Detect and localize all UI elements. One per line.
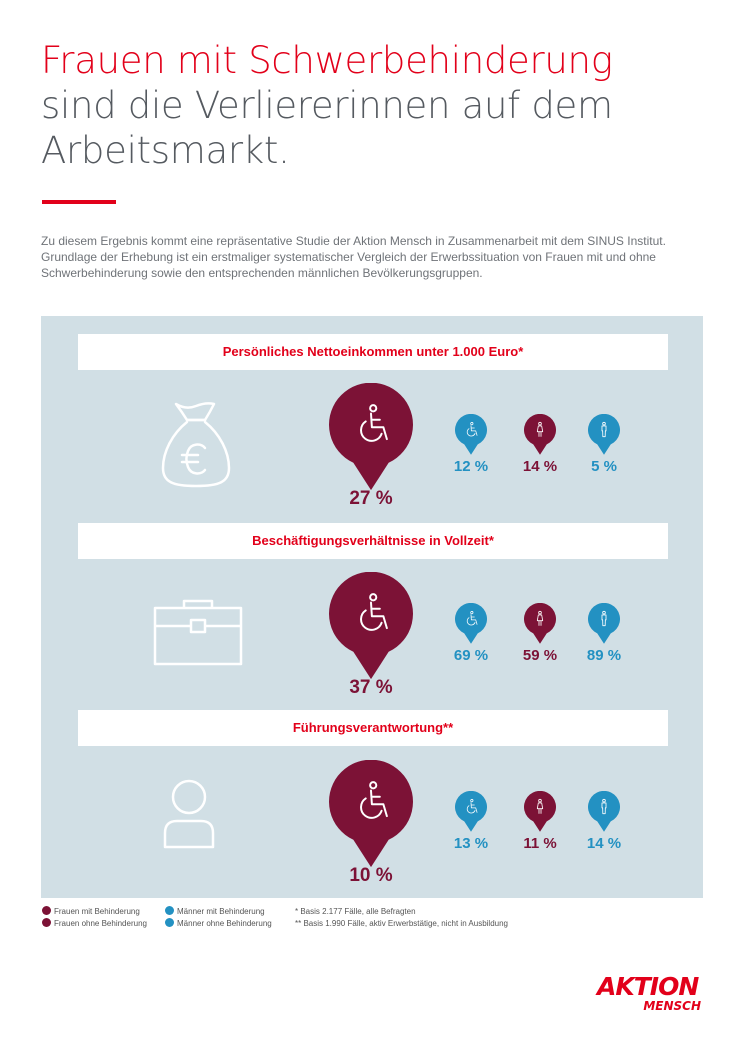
pin-men-disabled: [455, 414, 487, 455]
pin-women-disabled: [329, 572, 413, 680]
value-label-men: 5 %: [591, 458, 617, 475]
value-label-men-disabled: 69 %: [453, 647, 489, 664]
footnote-2: ** Basis 1.990 Fälle, aktiv Erwerbstätig…: [295, 919, 509, 928]
wheelchair-icon: [360, 781, 388, 819]
pin-women: [524, 414, 556, 455]
person-icon: [163, 779, 215, 849]
legend-item-women: Frauen ohne Behinderung: [42, 918, 147, 930]
woman-icon: [536, 798, 544, 814]
wheelchair-icon: [466, 422, 478, 437]
value-label-women-disabled: 27 %: [349, 488, 393, 509]
page-title: Frauen mit Schwerbehinderung sind die Ve…: [41, 38, 701, 173]
briefcase-icon: [153, 599, 243, 666]
wheelchair-icon: [466, 799, 478, 814]
footnotes: * Basis 2.177 Fälle, alle Befragten ** B…: [295, 906, 508, 930]
pin-women: [524, 603, 556, 644]
man-icon: [601, 421, 607, 438]
wheelchair-icon: [360, 593, 388, 631]
value-label-men-disabled: 13 %: [453, 835, 489, 852]
pin-women-disabled: [329, 760, 413, 868]
pin-men: [588, 414, 620, 455]
woman-icon: [536, 421, 544, 437]
wheelchair-icon: [466, 611, 478, 626]
legend-item-men-disabled: Männer mit Behinderung: [165, 906, 272, 918]
pin-men-disabled: [455, 603, 487, 644]
man-icon: [165, 918, 174, 927]
wheelchair-icon: [42, 906, 51, 915]
pin-men-disabled: [455, 791, 487, 832]
value-label-women: 14 %: [522, 458, 558, 475]
man-icon: [601, 798, 607, 815]
logo-word-aktion: AKTION: [597, 972, 699, 1001]
wheelchair-icon: [165, 906, 174, 915]
pin-men: [588, 791, 620, 832]
value-label-men-disabled: 12 %: [453, 458, 489, 475]
pin-men: [588, 603, 620, 644]
section-title-income: Persönliches Nettoeinkommen unter 1.000 …: [78, 334, 668, 370]
money-bag-euro-icon: [161, 402, 231, 488]
intro-text: Zu diesem Ergebnis kommt eine repräsenta…: [41, 234, 666, 280]
legend-men: Männer mit Behinderung Männer ohne Behin…: [165, 906, 272, 930]
value-label-men: 89 %: [586, 647, 622, 664]
title-line-2: sind die Verliererinnen auf dem: [41, 84, 613, 127]
value-label-women: 11 %: [523, 835, 557, 852]
pin-women: [524, 791, 556, 832]
man-icon: [601, 610, 607, 627]
wheelchair-icon: [360, 404, 388, 442]
legend-item-women-disabled: Frauen mit Behinderung: [42, 906, 147, 918]
woman-icon: [42, 918, 51, 927]
value-label-men: 14 %: [586, 835, 622, 852]
title-line-1: Frauen mit Schwerbehinderung: [41, 39, 613, 82]
value-label-women: 59 %: [522, 647, 558, 664]
aktion-mensch-logo: AKTION MENSCH: [597, 972, 703, 1013]
value-label-women-disabled: 10 %: [349, 865, 393, 886]
pin-women-disabled: [329, 383, 413, 491]
section-title-leadership: Führungsverantwortung**: [78, 710, 668, 746]
title-underline: [42, 200, 116, 204]
title-line-3: Arbeitsmarkt.: [41, 129, 290, 172]
legend: Frauen mit Behinderung Frauen ohne Behin…: [42, 906, 147, 930]
footnote-1: * Basis 2.177 Fälle, alle Befragten: [295, 907, 416, 916]
woman-icon: [536, 610, 544, 626]
legend-item-men: Männer ohne Behinderung: [165, 918, 272, 930]
logo-word-mensch: MENSCH: [643, 999, 701, 1013]
section-title-fulltime: Beschäftigungsverhältnisse in Vollzeit*: [78, 523, 668, 559]
value-label-women-disabled: 37 %: [349, 677, 393, 698]
